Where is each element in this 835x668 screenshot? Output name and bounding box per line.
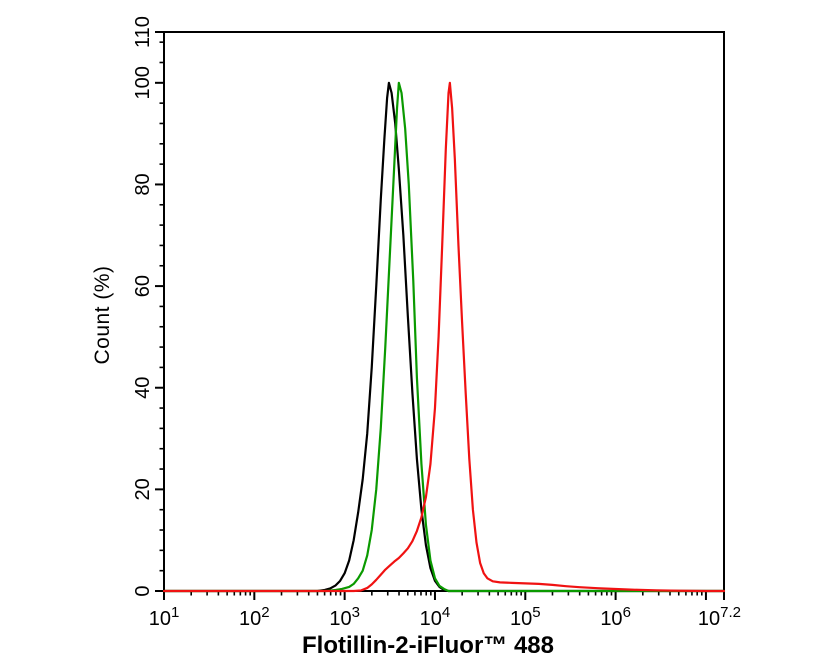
curve-red [162,81,726,593]
y-axis-major-ticks [155,31,164,592]
y-tick-label: 40 [132,377,154,399]
x-axis-tick-labels: 101 102 103 104 105 106 107.2 [149,604,741,630]
x-axis-title: Flotillin-2-iFluor™ 488 [302,632,554,659]
x-tick-label: 101 [149,604,180,630]
curve-green [162,81,726,593]
y-tick-label: 20 [132,478,154,500]
y-tick-label: 0 [132,585,154,596]
y-tick-label: 60 [132,275,154,297]
y-tick-label: 100 [132,66,154,99]
plot-border [163,31,725,592]
curve-black [162,81,726,593]
y-axis-title: Count (%) [91,265,114,364]
x-tick-label: 104 [420,604,451,630]
x-tick-label: 103 [329,604,360,630]
x-tick-label: 107.2 [698,604,741,630]
x-tick-label: 106 [600,604,631,630]
x-tick-label: 105 [510,604,541,630]
y-tick-label: 80 [132,173,154,195]
histogram-curves [162,81,726,593]
y-tick-label: 110 [132,16,154,48]
x-tick-label: 102 [239,604,270,630]
x-axis-major-ticks [163,591,725,600]
y-axis-tick-labels: 0 20 40 60 80 100 110 [132,16,154,597]
y-axis-minor-ticks [159,41,164,572]
